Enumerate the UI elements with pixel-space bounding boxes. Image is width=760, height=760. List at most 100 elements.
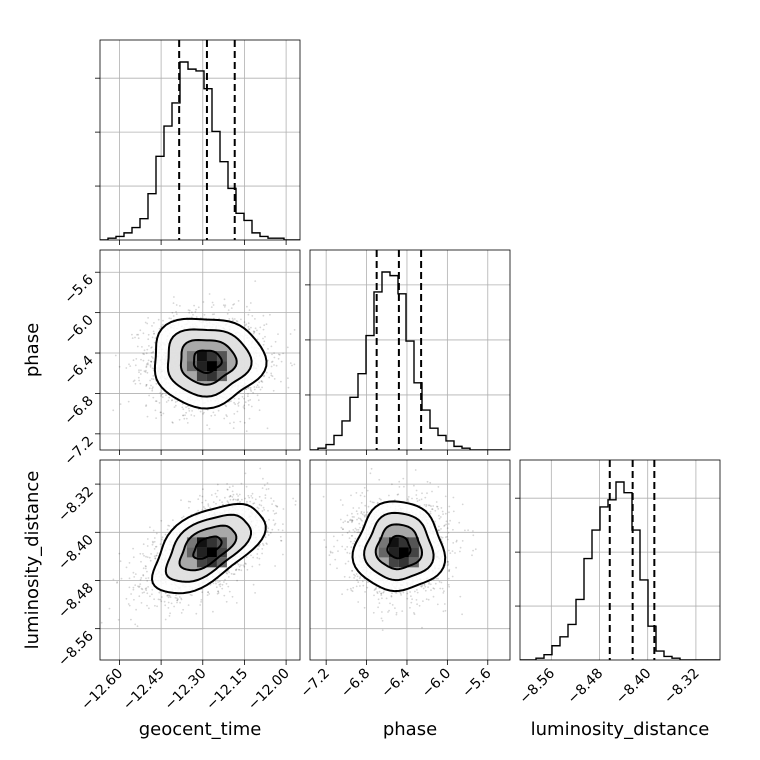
sample-point [141, 346, 143, 348]
sample-point [447, 563, 450, 565]
sample-point [150, 360, 153, 363]
sample-point [189, 593, 192, 596]
sample-point [132, 571, 135, 574]
sample-point [253, 330, 256, 333]
sample-point [204, 507, 207, 510]
sample-point [182, 414, 185, 417]
sample-point [282, 508, 285, 510]
sample-point [147, 359, 150, 362]
sample-point [245, 323, 248, 326]
panel-geocent-time-hist [95, 39, 301, 245]
sample-point [221, 583, 224, 586]
sample-point [363, 495, 366, 498]
sample-point [140, 602, 143, 604]
sample-point [239, 420, 242, 423]
sample-point [455, 540, 458, 543]
sample-point [229, 422, 231, 425]
sample-point [144, 321, 147, 324]
sample-point [256, 506, 259, 509]
sample-point [185, 417, 188, 420]
sample-point [228, 318, 231, 320]
sample-point [268, 518, 270, 521]
sample-point [262, 506, 265, 509]
sample-point [133, 598, 135, 601]
sample-point [270, 374, 273, 377]
sample-point [403, 485, 405, 488]
sample-point [269, 531, 272, 534]
sample-point [206, 424, 209, 427]
sample-point [252, 330, 255, 333]
sample-point [232, 493, 235, 496]
sample-point [247, 322, 250, 325]
sample-point [224, 578, 226, 581]
sample-point [147, 577, 150, 579]
sample-point [167, 601, 170, 604]
sample-point [169, 612, 172, 615]
sample-point [147, 338, 150, 341]
sample-point [235, 602, 238, 604]
sample-point [160, 414, 163, 417]
sample-point [229, 495, 232, 498]
sample-point [145, 363, 148, 366]
sample-point [238, 493, 241, 496]
sample-point [182, 608, 185, 611]
y-tick-label: −8.32 [55, 484, 97, 526]
sample-point [341, 593, 343, 596]
sample-point [134, 336, 136, 339]
sample-point [258, 563, 261, 566]
sample-point [256, 557, 259, 559]
sample-point [133, 576, 136, 578]
sample-point [216, 483, 219, 486]
sample-point [116, 582, 118, 584]
sample-point [181, 403, 184, 405]
sample-point [177, 598, 179, 601]
sample-point [167, 596, 170, 599]
sample-point [226, 415, 228, 418]
sample-point [414, 469, 417, 471]
sample-point [223, 594, 226, 597]
sample-point [154, 400, 157, 402]
sample-point [187, 500, 190, 503]
sample-point [239, 500, 242, 503]
sample-point [265, 323, 268, 326]
sample-point [145, 385, 148, 387]
panel-frame [99, 459, 301, 661]
sample-point [145, 589, 148, 592]
sample-point [203, 313, 206, 316]
sample-point [210, 306, 213, 308]
sample-point [175, 310, 178, 313]
panel-frame [99, 249, 301, 451]
sample-point [176, 599, 179, 602]
sample-point [225, 414, 228, 416]
sample-point [151, 367, 154, 370]
sample-point [160, 519, 163, 522]
sample-point [226, 488, 229, 491]
sample-point [128, 586, 131, 589]
sample-point [277, 353, 280, 356]
sample-point [266, 543, 268, 545]
sample-point [261, 381, 264, 383]
sample-point [161, 596, 163, 598]
sample-point [362, 584, 365, 587]
sample-point [162, 319, 164, 322]
sample-point [280, 539, 282, 542]
sample-point [278, 353, 281, 356]
sample-point [263, 375, 265, 378]
sample-point [267, 488, 270, 490]
sample-point [275, 512, 278, 515]
sample-point [150, 355, 153, 358]
sample-point [354, 575, 356, 577]
sample-point [183, 417, 186, 420]
sample-point [195, 316, 198, 318]
sample-point [247, 386, 250, 389]
sample-point [225, 600, 228, 603]
sample-point [226, 483, 229, 485]
sample-point [201, 495, 204, 498]
sample-point [232, 573, 235, 576]
sample-point [447, 564, 449, 567]
sample-point [145, 404, 148, 406]
sample-point [141, 588, 144, 591]
sample-point [160, 411, 162, 414]
sample-point [260, 499, 263, 502]
sample-point [204, 499, 207, 502]
